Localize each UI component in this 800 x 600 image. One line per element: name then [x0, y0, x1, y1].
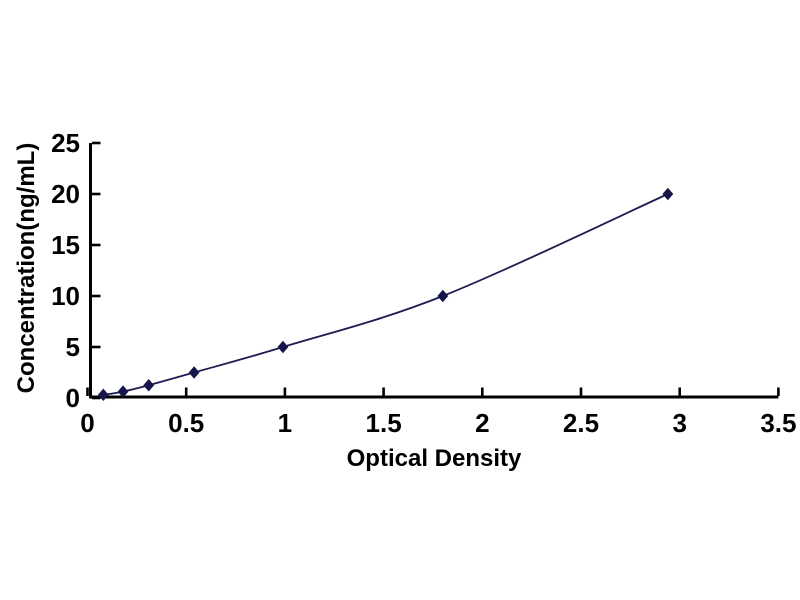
data-point-marker [143, 379, 155, 392]
y-axis-title: Concentration(ng/mL) [13, 142, 40, 394]
x-tick-label: 3 [672, 408, 687, 438]
y-tick-label: 5 [65, 332, 80, 362]
y-tick-label: 0 [65, 383, 80, 413]
x-tick-label: 0 [80, 408, 95, 438]
y-tick-label: 10 [51, 281, 80, 311]
y-tick-label: 20 [51, 179, 80, 209]
data-point-marker [662, 187, 674, 201]
y-tick-label: 15 [51, 230, 80, 260]
data-point-marker [97, 388, 109, 402]
data-point-marker [437, 289, 449, 303]
x-tick-label: 2 [475, 408, 490, 438]
standard-curve-line [103, 193, 669, 396]
x-tick-label: 2.5 [562, 408, 600, 438]
data-point-marker [277, 340, 289, 354]
x-axis-title: Optical Density [346, 445, 522, 472]
x-tick-label: 3.5 [760, 408, 797, 438]
x-tick-label: 0.5 [168, 408, 205, 438]
x-tick-label: 1 [277, 408, 293, 438]
x-tick-label: 1.5 [365, 408, 402, 438]
data-point-marker [117, 385, 129, 398]
y-tick-label: 25 [51, 128, 80, 158]
data-point-marker [188, 366, 200, 379]
